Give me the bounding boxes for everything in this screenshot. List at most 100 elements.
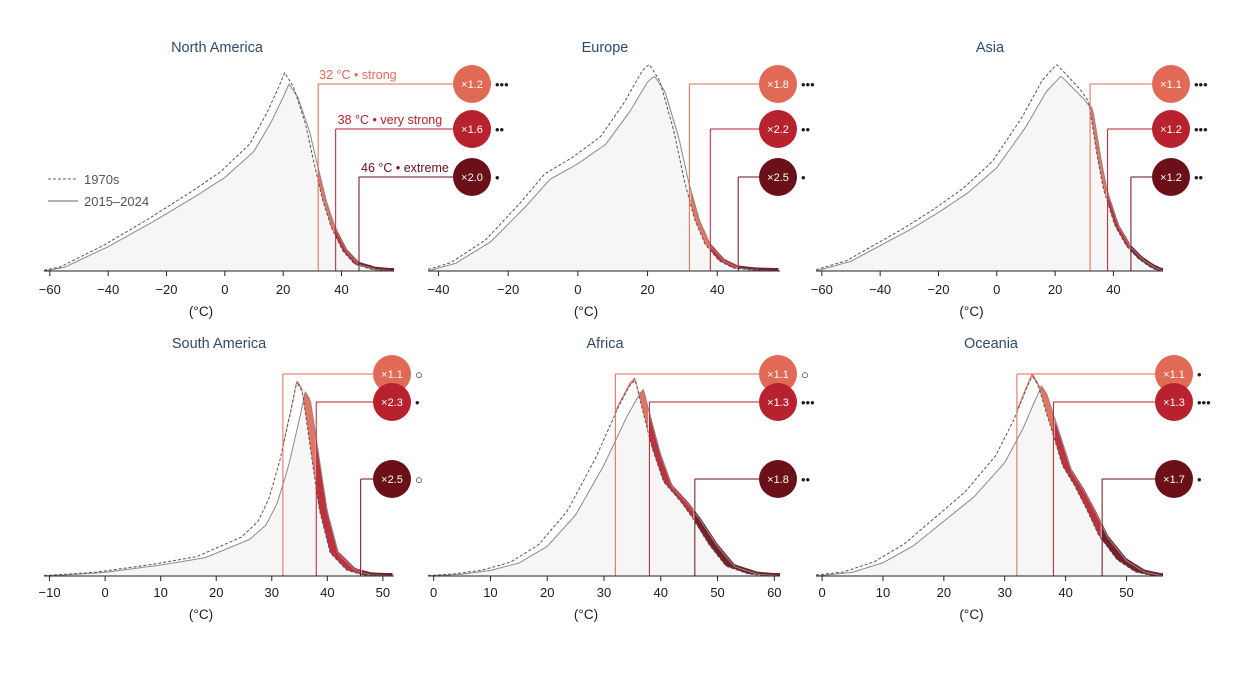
x-tick-label: 0 [430, 585, 437, 600]
x-tick-label: 20 [937, 585, 951, 600]
x-tick-label: 30 [265, 585, 279, 600]
x-tick-label: 0 [221, 282, 228, 297]
ratio-badge-0 [759, 65, 797, 103]
density-line-1970s [427, 63, 780, 272]
tail-band-strong [318, 165, 336, 237]
ratio-badge-2 [1152, 158, 1190, 196]
x-tick-label: 40 [334, 282, 348, 297]
x-tick-label: 40 [1106, 282, 1120, 297]
ratio-badge-label-2: ×1.2 [1160, 172, 1182, 184]
ratio-badge-label-2: ×2.5 [767, 172, 789, 184]
tail-band-very-strong [316, 439, 361, 575]
x-tick-label: 40 [320, 585, 334, 600]
ratio-badge-label-1: ×1.3 [1163, 397, 1185, 409]
significance-dots-2: ○ [415, 472, 423, 487]
ratio-badge-2 [373, 460, 411, 498]
x-tick-label: 0 [574, 282, 581, 297]
ratio-badge-1 [453, 110, 491, 148]
tail-band-very-strong [1054, 416, 1101, 539]
density-line-1970s [43, 383, 394, 577]
significance-dots-0: • [1197, 367, 1202, 382]
significance-dots-1: ••• [1194, 122, 1208, 137]
threshold-annotation-2: 46 °C • extreme [361, 161, 449, 175]
x-axis-label: (°C) [189, 304, 213, 319]
x-tick-label: 20 [540, 585, 554, 600]
tail-band-extreme [359, 262, 394, 271]
panel-africa: Africa ×1.1 ○ ×1.3 ••• ×1.8 •• 0 10 20 30 40 50 60 (°C… [427, 336, 815, 622]
ratio-badge-2 [453, 158, 491, 196]
panel-europe: Europe×1.8 •••×2.2 ••×2.5 •−40 −20 0 20 40(°C) [427, 40, 815, 319]
density-area [428, 76, 780, 271]
x-tick-label: 40 [1058, 585, 1072, 600]
ratio-badge-label-2: ×1.7 [1163, 474, 1185, 486]
significance-dots-0: ○ [415, 367, 423, 382]
ratio-badge-label-1: ×2.2 [767, 124, 789, 136]
ratio-badge-label-0: ×1.1 [767, 369, 789, 381]
ratio-badge-label-1: ×1.3 [767, 397, 789, 409]
x-tick-label: 30 [597, 585, 611, 600]
ratio-badge-label-1: ×2.3 [381, 397, 403, 409]
x-tick-label: −60 [811, 282, 833, 297]
ratio-badge-1 [759, 110, 797, 148]
tail-band-strong [1090, 105, 1107, 200]
significance-dots-1: •• [495, 122, 505, 137]
ratio-badge-2 [759, 158, 797, 196]
significance-dots-2: •• [801, 472, 811, 487]
x-tick-label: −20 [927, 282, 949, 297]
tail-band-very-strong [335, 227, 359, 266]
x-tick-label: −20 [497, 282, 519, 297]
x-axis-label: (°C) [574, 304, 598, 319]
ratio-badge-label-0: ×1.1 [381, 369, 403, 381]
density-area [816, 387, 1163, 576]
density-line-2015-2024 [427, 390, 781, 577]
density-line-2015-2024 [43, 392, 395, 577]
ratio-badge-label-0: ×1.8 [767, 79, 789, 91]
ratio-badge-2 [1155, 460, 1193, 498]
x-tick-label: 20 [1048, 282, 1062, 297]
threshold-annotation-1: 38 °C • very strong [338, 113, 443, 127]
x-tick-label: 60 [767, 585, 781, 600]
density-line-2015-2024 [815, 386, 1164, 577]
x-axis-label: (°C) [959, 304, 983, 319]
ratio-badge-label-1: ×1.6 [461, 124, 483, 136]
x-tick-label: −40 [427, 282, 449, 297]
significance-dots-0: ••• [1194, 77, 1208, 92]
x-tick-label: 40 [654, 585, 668, 600]
significance-dots-0: ○ [801, 367, 809, 382]
x-tick-label: 30 [997, 585, 1011, 600]
ratio-badge-label-0: ×1.2 [461, 79, 483, 91]
ratio-badge-label-2: ×1.8 [767, 474, 789, 486]
legend-recent-label: 2015–2024 [84, 194, 149, 209]
x-tick-label: 40 [710, 282, 724, 297]
tail-band-strong [615, 377, 648, 432]
significance-dots-0: ••• [495, 77, 509, 92]
density-area [816, 76, 1163, 271]
x-tick-label: 50 [1119, 585, 1133, 600]
density-line-1970s [427, 379, 780, 577]
ratio-badge-0 [759, 355, 797, 393]
ratio-badge-1 [373, 383, 411, 421]
significance-dots-1: ••• [801, 395, 815, 410]
significance-dots-2: • [1197, 472, 1202, 487]
x-tick-label: 10 [876, 585, 890, 600]
significance-dots-1: • [415, 395, 420, 410]
x-tick-label: 20 [640, 282, 654, 297]
x-tick-label: 0 [993, 282, 1000, 297]
density-line-1970s [815, 376, 1163, 577]
ratio-badge-1 [759, 383, 797, 421]
ratio-badge-label-2: ×2.0 [461, 172, 483, 184]
tail-band-extreme [1131, 245, 1163, 271]
ratio-badge-label-0: ×1.1 [1163, 369, 1185, 381]
x-tick-label: 50 [710, 585, 724, 600]
ratio-badge-label-0: ×1.1 [1160, 79, 1182, 91]
ratio-badge-1 [1152, 110, 1190, 148]
tail-band-extreme [1102, 523, 1163, 576]
ratio-badge-label-1: ×1.2 [1160, 124, 1182, 136]
panel-oceania: Oceania ×1.1 • ×1.3 ••• ×1.7 • 0 10 20 30 40 50 (°C) [815, 336, 1211, 622]
density-line-1970s [815, 64, 1163, 272]
x-axis-label: (°C) [189, 607, 213, 622]
x-tick-label: 50 [376, 585, 390, 600]
